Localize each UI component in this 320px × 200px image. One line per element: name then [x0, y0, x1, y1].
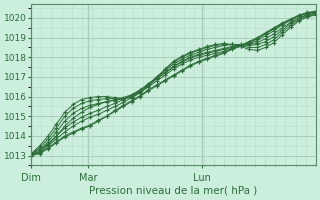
X-axis label: Pression niveau de la mer( hPa ): Pression niveau de la mer( hPa ) — [90, 186, 258, 196]
